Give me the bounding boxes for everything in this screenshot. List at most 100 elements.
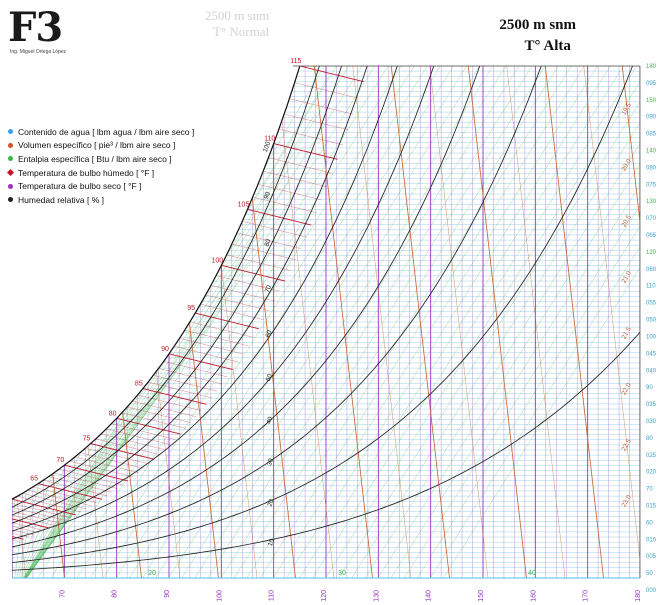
wet-bulb-line	[127, 406, 191, 423]
enthalpy-line	[338, 66, 640, 578]
wet-bulb-line	[200, 303, 265, 321]
wet-bulb-line	[142, 388, 207, 405]
relative-humidity-label: 80	[263, 238, 272, 248]
enthalpy-line	[312, 66, 640, 578]
enthalpy-line	[260, 66, 617, 578]
logo: F3 Ing. Miguel Ortega López	[8, 8, 88, 60]
wet-bulb-line	[148, 381, 212, 398]
wet-bulb-line	[231, 243, 296, 260]
wet-bulb-line	[90, 443, 155, 460]
legend-item: Volumen específico [ pie³ / lbm aire sec…	[8, 139, 194, 153]
wet-bulb-line	[79, 452, 144, 469]
enthalpy-line	[417, 66, 640, 578]
specific-volume-label: 22.0	[621, 382, 634, 397]
wet-bulb-line	[278, 128, 343, 145]
saturation-temp-label: 70	[56, 457, 64, 464]
right-axis-label: 005	[646, 554, 657, 560]
enthalpy-line	[286, 66, 640, 578]
wet-bulb-line	[12, 523, 24, 540]
right-axis-label: 020	[646, 470, 657, 476]
wet-bulb-line	[12, 498, 76, 516]
wet-bulb-line	[12, 525, 19, 542]
relative-humidity-curve	[12, 66, 640, 556]
x-tick-label: 160	[530, 590, 537, 602]
enthalpy-label: 20	[148, 570, 156, 577]
legend-item: Temperatura de bulbo húmedo [ °F ]	[6, 166, 194, 180]
legend: Contenido de agua [ lbm agua / lbm aire …	[6, 125, 195, 207]
relative-humidity-curve	[12, 66, 640, 524]
enthalpy-line	[64, 66, 421, 578]
enthalpy-line	[12, 208, 277, 578]
enthalpy-line	[365, 66, 640, 578]
right-axis-label: 130	[646, 199, 657, 205]
right-axis-label: 075	[646, 182, 657, 188]
right-axis-label: 055	[646, 301, 657, 307]
relative-humidity-curve	[12, 66, 640, 532]
wet-bulb-line	[32, 486, 97, 503]
specific-volume-line	[540, 66, 604, 578]
enthalpy-line	[299, 66, 640, 578]
x-tick-label: 130	[373, 590, 380, 602]
enthalpy-line	[273, 66, 630, 578]
wet-bulb-line	[158, 368, 223, 385]
relative-humidity-curve	[12, 66, 640, 516]
enthalpy-label: 30	[338, 570, 346, 577]
legend-marker	[8, 129, 13, 135]
right-axis-label: 80	[646, 436, 653, 442]
right-axis-label: 180	[646, 64, 657, 70]
right-axis-label: 035	[646, 402, 657, 408]
wet-bulb-line	[121, 412, 186, 429]
wet-bulb-line	[100, 433, 165, 450]
x-tick-label: 150	[478, 590, 485, 602]
x-tick-label: 100	[216, 590, 223, 602]
enthalpy-line	[12, 147, 303, 578]
right-axis-label: 70	[646, 487, 653, 493]
relative-humidity-label: 60	[264, 329, 273, 339]
relative-humidity-label: 70	[264, 284, 273, 294]
specific-volume-line	[502, 66, 566, 578]
wet-bulb-line	[236, 232, 301, 249]
enthalpy-line	[12, 453, 81, 578]
enthalpy-line	[12, 493, 13, 578]
saturation-temp-label: 110	[264, 136, 275, 143]
right-axis-label: 120	[646, 250, 657, 256]
relative-humidity-curve	[12, 66, 640, 548]
specific-volume-line	[656, 26, 671, 578]
saturation-temp-label: 65	[30, 476, 38, 483]
x-tick-label: 110	[269, 590, 276, 601]
wet-bulb-line	[205, 294, 270, 311]
enthalpy-line	[12, 498, 13, 578]
wet-bulb-line	[263, 170, 328, 188]
enthalpy-line	[142, 66, 499, 578]
specific-volume-label: 20.5	[621, 214, 634, 229]
wet-bulb-line	[294, 82, 359, 99]
legend-item: Entalpia específica [ Btu / lbm aire sec…	[8, 152, 194, 166]
wet-bulb-line	[38, 483, 103, 500]
legend-item: Humedad relativa [ % ]	[8, 193, 194, 207]
right-axis-label: 060	[646, 267, 657, 273]
enthalpy-line	[195, 66, 552, 578]
enthalpy-line	[208, 66, 565, 578]
specific-volume-label: 21.5	[621, 326, 634, 341]
saturation-temp-label: 85	[135, 381, 143, 388]
right-axis-label: 150	[646, 98, 657, 104]
specific-volume-label: 21.0	[621, 270, 634, 285]
wet-bulb-line	[53, 472, 118, 489]
enthalpy-line	[404, 66, 640, 578]
wet-bulb-line	[289, 98, 354, 115]
right-axis-label: 085	[646, 132, 657, 138]
legend-label: Temperatura de bulbo húmedo [ °F ]	[18, 167, 155, 178]
specific-volume-label: 19.5	[621, 102, 634, 117]
legend-label: Contenido de agua [ lbm agua / lbm aire …	[18, 126, 195, 137]
x-tick-label: 180	[635, 590, 642, 602]
right-axis-label: 015	[646, 503, 657, 509]
legend-marker	[8, 142, 13, 148]
specific-volume-line	[617, 66, 640, 578]
legend-marker	[8, 156, 13, 162]
wet-bulb-line	[116, 417, 181, 435]
wet-bulb-line	[85, 448, 150, 465]
right-axis-label: 010	[646, 537, 657, 543]
saturation-temp-label: 100	[211, 257, 223, 264]
specific-volume-line	[309, 66, 373, 578]
